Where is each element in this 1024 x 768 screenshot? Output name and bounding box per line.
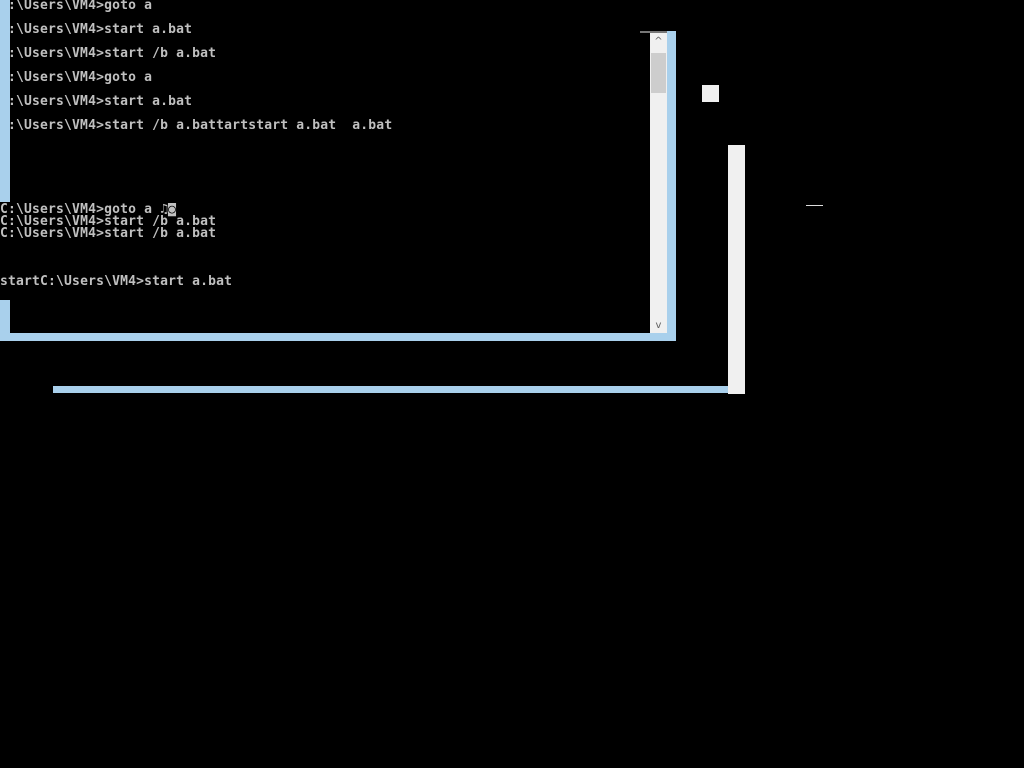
window-top-edge — [640, 31, 667, 33]
console-line: C:\Users\VM4>start /b a.bat — [0, 214, 217, 229]
second-window-bottom-border[interactable] — [53, 386, 728, 393]
window-bottom-border[interactable] — [0, 333, 676, 341]
console-line: :\Users\VM4>start a.bat — [8, 22, 193, 37]
console-line: :\Users\VM4>goto a — [8, 0, 153, 13]
console-line: :\Users\VM4>start /b a.battartstart a.ba… — [8, 118, 393, 133]
console-line: :\Users\VM4>goto a — [8, 70, 153, 85]
console-line: C:\Users\VM4>start /b a.bat — [0, 226, 217, 241]
chevron-up-icon[interactable]: ^ — [654, 36, 663, 47]
vertical-scrollbar[interactable]: ^ v — [650, 33, 667, 333]
console-line: :\Users\VM4>start /b a.bat — [8, 46, 217, 61]
dash-artifact — [806, 205, 823, 206]
window-left-border-bottom — [0, 300, 10, 340]
second-window-scrollbar-fragment — [728, 145, 745, 394]
chevron-down-icon[interactable]: v — [655, 320, 662, 331]
scrollbar-thumb[interactable] — [651, 53, 666, 93]
white-square-artifact — [702, 85, 719, 102]
window-right-border[interactable] — [667, 31, 676, 341]
console-line: :\Users\VM4>start a.bat — [8, 94, 193, 109]
console-line: startC:\Users\VM4>start a.bat — [0, 274, 233, 289]
window-left-border-top — [0, 0, 10, 202]
console-line: C:\Users\VM4>goto a ♫◙ — [0, 202, 177, 217]
